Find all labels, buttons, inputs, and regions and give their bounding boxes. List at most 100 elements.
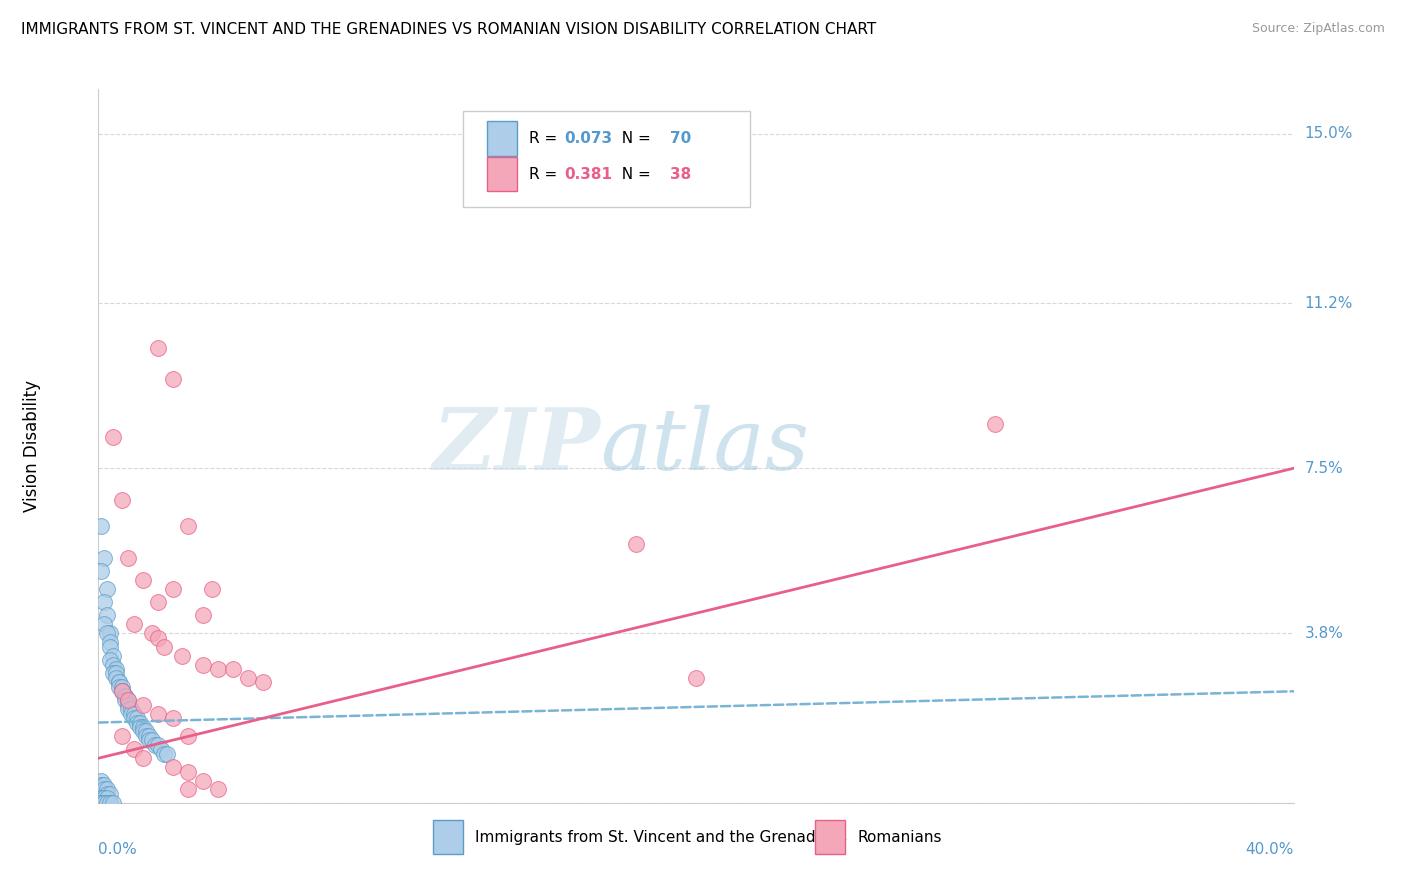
Point xyxy=(177,729,200,743)
Point xyxy=(129,715,152,730)
Point xyxy=(96,782,118,797)
Text: 15.0%: 15.0% xyxy=(1305,127,1353,141)
Point xyxy=(117,698,139,712)
Point xyxy=(114,689,136,703)
Point xyxy=(162,582,184,596)
Text: IMMIGRANTS FROM ST. VINCENT AND THE GRENADINES VS ROMANIAN VISION DISABILITY COR: IMMIGRANTS FROM ST. VINCENT AND THE GREN… xyxy=(21,22,876,37)
Point xyxy=(90,796,112,810)
Point xyxy=(108,675,131,690)
Point xyxy=(98,796,122,810)
Point xyxy=(626,537,648,551)
Point xyxy=(93,778,115,792)
Point xyxy=(96,796,118,810)
Text: 3.8%: 3.8% xyxy=(1305,626,1344,640)
Point xyxy=(96,787,118,801)
Point xyxy=(96,791,118,805)
FancyBboxPatch shape xyxy=(815,820,845,855)
Point xyxy=(111,680,134,694)
Text: 40.0%: 40.0% xyxy=(1246,842,1294,856)
Point xyxy=(191,608,214,623)
Point xyxy=(138,729,160,743)
Point xyxy=(93,791,115,805)
Point xyxy=(156,747,179,761)
Point xyxy=(177,519,200,533)
Text: 0.381: 0.381 xyxy=(565,167,613,182)
Point xyxy=(98,653,122,667)
Point xyxy=(93,595,115,609)
Text: 0.073: 0.073 xyxy=(565,131,613,146)
Point xyxy=(98,787,122,801)
Point xyxy=(93,796,115,810)
Point xyxy=(96,582,118,596)
Point xyxy=(108,675,131,690)
Text: Immigrants from St. Vincent and the Grenadines: Immigrants from St. Vincent and the Gren… xyxy=(475,830,846,845)
Point xyxy=(117,693,139,707)
Text: R =: R = xyxy=(529,131,562,146)
Point xyxy=(124,706,146,721)
Point xyxy=(172,648,194,663)
Point xyxy=(111,729,134,743)
Point xyxy=(120,706,142,721)
Point xyxy=(162,760,184,774)
Text: Source: ZipAtlas.com: Source: ZipAtlas.com xyxy=(1251,22,1385,36)
Point xyxy=(90,796,112,810)
Point xyxy=(117,702,139,716)
Point xyxy=(153,640,176,654)
Point xyxy=(87,796,110,810)
Point xyxy=(103,657,125,672)
Point xyxy=(141,626,163,640)
Text: ZIP: ZIP xyxy=(433,404,600,488)
Point xyxy=(191,657,214,672)
Point xyxy=(114,689,136,703)
Point xyxy=(132,751,155,765)
Point xyxy=(90,773,112,788)
Point xyxy=(143,738,166,752)
Point xyxy=(98,796,122,810)
Point xyxy=(127,711,149,725)
Text: 11.2%: 11.2% xyxy=(1305,296,1353,310)
Point xyxy=(148,341,170,355)
Point xyxy=(90,519,112,533)
Point xyxy=(98,640,122,654)
Point xyxy=(138,733,160,747)
Point xyxy=(111,684,134,698)
Point xyxy=(222,662,245,676)
Point xyxy=(105,662,128,676)
Point xyxy=(93,550,115,565)
Point xyxy=(148,595,170,609)
Point xyxy=(93,782,115,797)
Point xyxy=(141,733,163,747)
Point xyxy=(252,675,274,690)
Point xyxy=(207,662,229,676)
Point xyxy=(132,573,155,587)
Point xyxy=(90,564,112,578)
Point xyxy=(108,680,131,694)
Point xyxy=(96,626,118,640)
FancyBboxPatch shape xyxy=(486,121,517,155)
Point xyxy=(685,671,707,685)
Text: N =: N = xyxy=(613,167,657,182)
Point xyxy=(90,778,112,792)
Point xyxy=(120,702,142,716)
Point xyxy=(117,693,139,707)
Point xyxy=(98,626,122,640)
Text: atlas: atlas xyxy=(600,405,810,487)
Point xyxy=(103,648,125,663)
Point xyxy=(984,417,1007,431)
Text: R =: R = xyxy=(529,167,562,182)
Point xyxy=(103,666,125,681)
Point xyxy=(93,617,115,632)
Point xyxy=(162,372,184,386)
Point xyxy=(207,782,229,797)
Point xyxy=(201,582,224,596)
Point xyxy=(124,617,146,632)
Point xyxy=(177,764,200,779)
Point xyxy=(111,492,134,507)
Point xyxy=(132,698,155,712)
FancyBboxPatch shape xyxy=(433,820,463,855)
Point xyxy=(177,782,200,797)
Point xyxy=(105,666,128,681)
Text: 38: 38 xyxy=(669,167,690,182)
Point xyxy=(90,791,112,805)
Point xyxy=(191,773,214,788)
